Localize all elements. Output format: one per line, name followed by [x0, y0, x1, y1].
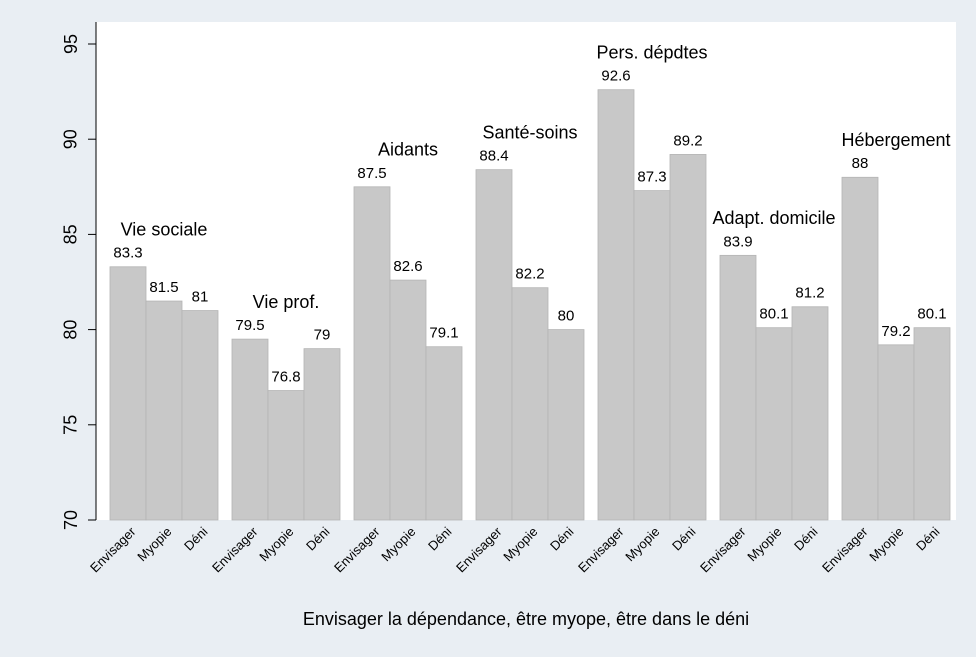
bar [719, 254, 757, 521]
bar [633, 190, 671, 521]
bar [669, 154, 707, 521]
value-label: 83.9 [723, 233, 752, 250]
group-label: Vie prof. [253, 292, 320, 312]
bar [389, 279, 427, 521]
bar [475, 169, 513, 521]
value-label: 79 [314, 327, 331, 344]
bar [841, 176, 879, 521]
group-label: Aidants [378, 140, 438, 160]
value-label: 79.2 [881, 323, 910, 340]
value-label: 81.5 [149, 279, 178, 296]
bar [511, 287, 549, 521]
value-label: 79.1 [429, 325, 458, 342]
value-label: 88 [852, 155, 869, 172]
group-label: Adapt. domicile [712, 208, 835, 228]
group-label: Vie sociale [121, 220, 208, 240]
value-label: 83.3 [113, 245, 142, 262]
value-label: 76.8 [271, 368, 300, 385]
value-label: 92.6 [601, 68, 630, 85]
bar [353, 186, 391, 521]
bar [597, 89, 635, 521]
bar [231, 338, 269, 521]
bar [877, 344, 915, 521]
bar [547, 329, 585, 521]
bar [755, 327, 793, 521]
value-label: 81.2 [795, 285, 824, 302]
value-label: 87.5 [357, 165, 386, 182]
value-label: 81 [192, 289, 209, 306]
value-label: 80.1 [759, 306, 788, 323]
y-tick-label: 80 [61, 320, 81, 340]
bar [267, 390, 305, 521]
bar [303, 348, 341, 521]
value-label: 87.3 [637, 169, 666, 186]
y-tick-label: 90 [61, 129, 81, 149]
y-tick-label: 70 [61, 510, 81, 530]
group-label: Santé-soins [482, 122, 577, 142]
value-label: 82.2 [515, 266, 544, 283]
group-label: Hébergement [841, 130, 950, 150]
value-label: 80 [558, 308, 575, 325]
bar [791, 306, 829, 521]
bar [913, 327, 951, 521]
y-tick-label: 85 [61, 224, 81, 244]
bar [425, 346, 463, 521]
group-label: Pers. dépdtes [596, 42, 707, 62]
value-label: 88.4 [479, 148, 508, 165]
bar [145, 300, 183, 521]
value-label: 82.6 [393, 258, 422, 275]
value-label: 80.1 [917, 306, 946, 323]
bar [181, 310, 219, 521]
value-label: 79.5 [235, 317, 264, 334]
bar [109, 266, 147, 521]
y-tick-label: 95 [61, 34, 81, 54]
x-axis-label: Envisager la dépendance, être myope, êtr… [303, 609, 749, 629]
y-tick-label: 75 [61, 415, 81, 435]
value-label: 89.2 [673, 132, 702, 149]
